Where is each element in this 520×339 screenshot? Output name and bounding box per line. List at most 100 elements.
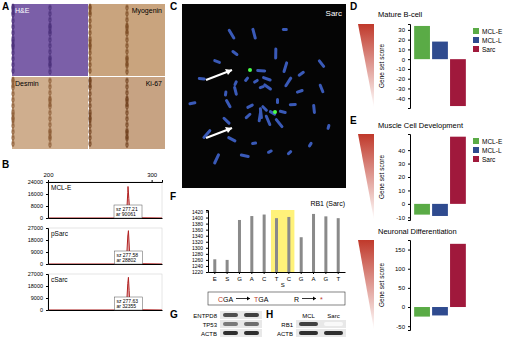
legend-label: MCL-E xyxy=(482,28,503,35)
peak-area xyxy=(48,187,162,219)
nucleus xyxy=(89,12,92,15)
blot-background xyxy=(220,320,262,328)
chromosome xyxy=(312,104,316,114)
tick-mark xyxy=(408,190,410,191)
tick: C xyxy=(287,272,292,282)
tick: 20 xyxy=(398,174,410,180)
tick: 1320 xyxy=(192,239,208,245)
nucleus xyxy=(126,73,128,75)
histology-image xyxy=(12,4,88,76)
tick-label: 18000 xyxy=(28,283,43,289)
nucleus xyxy=(49,138,51,140)
tick-mark xyxy=(46,240,48,241)
chromosome xyxy=(258,85,265,90)
nucleus xyxy=(49,31,52,34)
tick-label: 1360 xyxy=(192,227,203,233)
column-label: MCL xyxy=(302,313,315,319)
nucleus xyxy=(126,104,129,107)
tick-mark xyxy=(206,212,208,213)
fish-image xyxy=(182,4,346,188)
tick-mark xyxy=(46,218,48,219)
row-label: RB1 xyxy=(281,322,293,328)
chromosome xyxy=(222,116,231,125)
tick-mark xyxy=(206,272,208,273)
nucleus xyxy=(125,103,129,107)
nucleus xyxy=(12,48,14,50)
tick-mark xyxy=(206,266,208,267)
tick-mark xyxy=(408,204,410,205)
axis: -10010203040 xyxy=(396,135,410,221)
panel-label: A xyxy=(2,1,9,12)
peak-area xyxy=(48,231,162,264)
tick: 40 xyxy=(398,148,410,154)
image-label: Myogenin xyxy=(132,7,162,15)
chromosome xyxy=(227,136,237,143)
legend-label: Sarc xyxy=(482,156,496,163)
tick-label: 1220 xyxy=(192,269,203,275)
legend-label: Sarc xyxy=(482,46,496,53)
chromosome xyxy=(253,78,260,84)
tick: 30 xyxy=(398,27,410,33)
tick-label: 20 xyxy=(398,174,405,180)
arrow-head xyxy=(313,297,316,301)
blot-background xyxy=(220,311,262,319)
band xyxy=(324,331,343,335)
tick-label: 0 xyxy=(402,304,406,310)
tick: 0 xyxy=(402,57,410,63)
texture xyxy=(11,4,52,76)
tick-mark xyxy=(408,88,410,89)
chromosome xyxy=(289,103,297,106)
chromosome xyxy=(307,141,313,148)
tick: -20 xyxy=(396,76,410,82)
tick-label: 10 xyxy=(398,188,405,194)
nucleus xyxy=(48,103,52,107)
peak xyxy=(238,220,241,272)
bar xyxy=(414,204,430,215)
tick: T xyxy=(336,272,340,282)
tick-label: C xyxy=(262,276,267,282)
tick-mark xyxy=(408,79,410,80)
tick: 9000 xyxy=(31,295,48,301)
tick-label: 9000 xyxy=(31,295,43,301)
image-label: H&E xyxy=(15,7,30,14)
axis-line xyxy=(408,241,411,331)
tick: -10 xyxy=(396,215,410,221)
row-label: ACTB xyxy=(201,331,217,337)
plot xyxy=(414,137,466,216)
nucleus xyxy=(89,145,91,147)
tick-mark xyxy=(408,30,410,31)
peak xyxy=(263,215,266,272)
chromosome xyxy=(264,114,271,126)
tick-mark xyxy=(408,250,410,251)
texture xyxy=(88,77,129,149)
signal xyxy=(273,110,277,114)
tick: 30 xyxy=(398,161,410,167)
tick-label: 1240 xyxy=(192,263,203,269)
tick-mark xyxy=(408,98,410,99)
panel-label: G xyxy=(170,309,178,320)
tick-mark xyxy=(408,307,410,308)
chart-title: Muscle Cell Development xyxy=(378,121,464,130)
tick-mark xyxy=(206,260,208,261)
chromosome xyxy=(243,76,249,83)
axis: 080001600024000 xyxy=(28,179,49,221)
legend-label: MCL-L xyxy=(482,147,502,154)
tick-label: 8000 xyxy=(31,203,43,209)
tick-label: 30 xyxy=(398,161,405,167)
chromosome xyxy=(326,124,331,131)
tick-mark xyxy=(46,228,48,229)
chromosome xyxy=(251,27,257,39)
chart-title: Neuronal Differentiation xyxy=(378,227,457,236)
axis-line xyxy=(408,25,411,109)
tick-mark xyxy=(46,182,48,183)
annotation-box xyxy=(114,205,142,218)
annotation-box xyxy=(114,297,142,310)
tick: 1240 xyxy=(192,263,208,269)
legend-swatch xyxy=(473,147,479,153)
peak xyxy=(250,216,253,272)
tick: 8000 xyxy=(31,203,48,209)
tick-mark xyxy=(206,242,208,243)
chromosome xyxy=(282,28,288,31)
annotation-box xyxy=(114,251,142,264)
chromosome xyxy=(257,110,262,122)
